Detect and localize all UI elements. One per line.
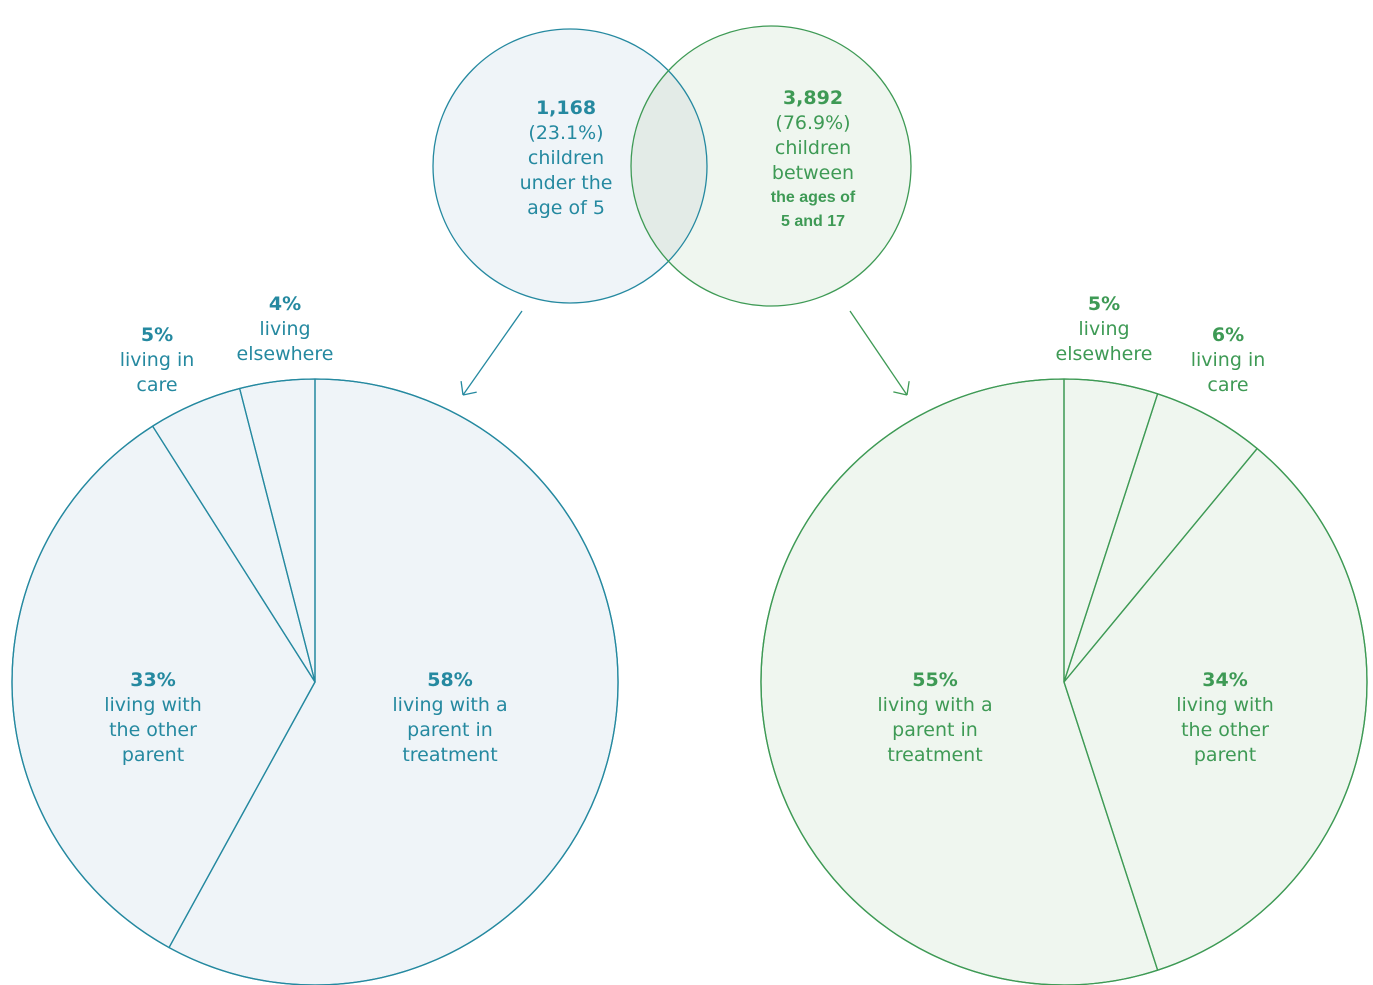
slice-text: parent xyxy=(121,744,185,766)
slice-text: the other xyxy=(1181,719,1269,741)
venn-right-circle xyxy=(630,25,912,307)
slice-pct: 5% xyxy=(140,324,174,346)
slice-text: living xyxy=(259,318,311,340)
slice-text: the other xyxy=(109,719,197,741)
pie-slice-3 xyxy=(238,378,316,683)
slice-text: elsewhere xyxy=(236,343,334,365)
slice-text: living xyxy=(1078,318,1130,340)
venn-left-text-1: children xyxy=(527,147,605,169)
pie-5-to-17 xyxy=(760,378,1368,985)
slice-text: living in xyxy=(119,349,195,371)
venn-right-small-text-1: the ages of xyxy=(770,189,856,206)
pie-slice-3 xyxy=(760,378,1159,985)
pie-left-label-care: 5% living in care xyxy=(97,323,217,398)
arrow-left-head-1 xyxy=(462,391,477,396)
slice-text: parent xyxy=(1193,744,1257,766)
pie-left-label-treatment: 58% living with a parent in treatment xyxy=(370,668,530,768)
pie-slice-1 xyxy=(11,425,316,949)
pie-left-label-elsewhere: 4% living elsewhere xyxy=(220,292,350,367)
pie-under-5 xyxy=(11,378,619,985)
pie-left-label-other-parent: 33% living with the other parent xyxy=(78,668,228,768)
venn-right-text-1: children xyxy=(774,137,852,159)
slice-text: care xyxy=(1207,374,1249,396)
slice-pct: 33% xyxy=(130,669,176,691)
slice-text: living with a xyxy=(392,694,508,716)
slice-text: parent in xyxy=(407,719,493,741)
arrow-right-shaft xyxy=(849,310,908,396)
pie-right-label-treatment: 55% living with a parent in treatment xyxy=(855,668,1015,768)
slice-pct: 6% xyxy=(1211,324,1245,346)
slice-text: treatment xyxy=(887,744,983,766)
arrow-right-head-1 xyxy=(906,381,910,396)
venn-left-text-3: age of 5 xyxy=(527,197,605,219)
pie-slice-2 xyxy=(1063,447,1368,971)
arrow-right-head-0 xyxy=(893,391,908,396)
venn-left-text-2: under the xyxy=(519,172,613,194)
slice-pct: 34% xyxy=(1202,669,1248,691)
venn-left-value: 1,168 xyxy=(535,97,597,119)
venn-diagram xyxy=(432,25,912,307)
arrow-left-shaft xyxy=(462,310,523,396)
slice-text: living with xyxy=(104,694,202,716)
venn-left-percent: (23.1%) xyxy=(528,122,604,144)
slice-pct: 55% xyxy=(912,669,958,691)
arrows xyxy=(460,310,910,396)
venn-right-value: 3,892 xyxy=(782,87,844,109)
slice-pct: 4% xyxy=(268,293,302,315)
venn-left-circle-fill xyxy=(433,29,707,303)
slice-pct: 58% xyxy=(427,669,473,691)
slice-text: elsewhere xyxy=(1055,343,1153,365)
pie-right-label-other-parent: 34% living with the other parent xyxy=(1150,668,1300,768)
venn-right-text-2: between xyxy=(771,162,855,184)
arrow-left-head-0 xyxy=(460,381,464,396)
slice-text: parent in xyxy=(892,719,978,741)
slice-text: living with a xyxy=(877,694,993,716)
venn-right-small-text-2: 5 and 17 xyxy=(780,213,846,230)
pie-right-label-care: 6% living in care xyxy=(1168,323,1288,398)
venn-right-label: 3,892 (76.9%) children between the ages … xyxy=(743,86,883,234)
venn-right-circle-fill xyxy=(631,26,911,306)
slice-text: living in xyxy=(1190,349,1266,371)
pie-right-label-elsewhere: 5% living elsewhere xyxy=(1039,292,1169,367)
venn-right-percent: (76.9%) xyxy=(775,112,851,134)
venn-left-label: 1,168 (23.1%) children under the age of … xyxy=(496,96,636,221)
slice-text: living with xyxy=(1176,694,1274,716)
slice-pct: 5% xyxy=(1087,293,1121,315)
slice-text: care xyxy=(136,374,178,396)
slice-text: treatment xyxy=(402,744,498,766)
venn-left-circle xyxy=(432,28,708,304)
